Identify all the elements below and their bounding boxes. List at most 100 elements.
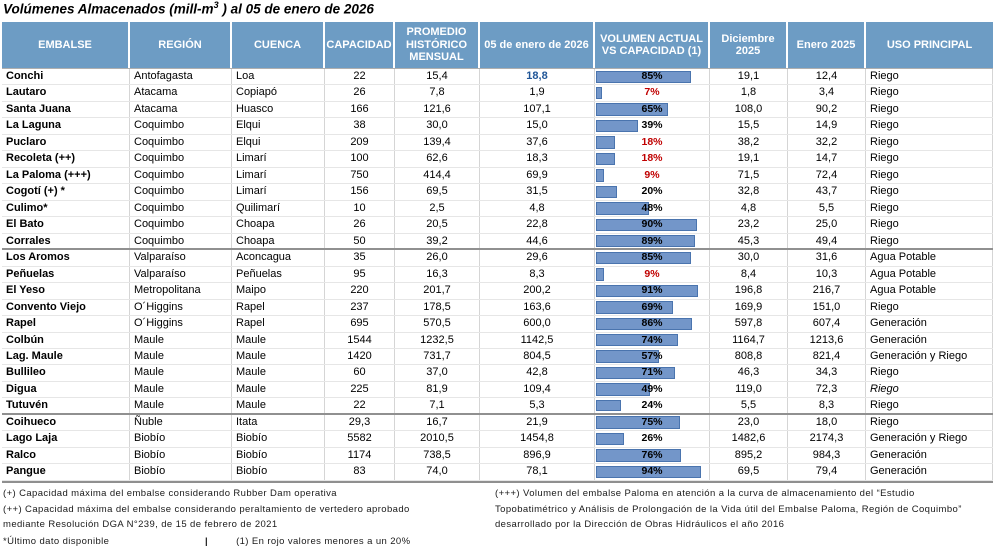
volume-vs-capacity-bar: 24% [595, 398, 710, 413]
cell-embalse: Convento Viejo [2, 299, 130, 316]
cell-dic: 71,5 [710, 167, 788, 184]
bar-fill [596, 202, 649, 215]
cell-embalse: La Paloma (+++) [2, 167, 130, 184]
bar-fill [596, 317, 693, 330]
cell-promedio: 121,6 [395, 101, 480, 118]
bar-fill [596, 152, 615, 166]
bar-fill [596, 465, 702, 479]
cell-ene: 31,6 [788, 250, 866, 266]
cell-ene: 18,0 [788, 414, 866, 431]
title-prefix: Volúmenes Almacenados (mill-m [3, 1, 214, 17]
cell-actual: 31,5 [480, 184, 595, 200]
cell-uso: Agua Potable [866, 266, 993, 283]
bar-fill [596, 284, 698, 298]
cell-capacidad: 750 [325, 167, 395, 184]
cell-promedio: 74,0 [395, 464, 480, 480]
cell-capacidad: 22 [325, 398, 395, 413]
header-cell-dic: Diciembre 2025 [710, 22, 788, 68]
bar-percent-label: 86% [641, 317, 663, 330]
cell-capacidad: 225 [325, 381, 395, 398]
volume-vs-capacity-bar: 94% [595, 464, 710, 480]
cell-embalse: Lago Laja [2, 431, 130, 447]
header-cell-ene: Enero 2025 [788, 22, 866, 68]
volume-vs-capacity-bar: 86% [595, 316, 710, 332]
volume-vs-capacity-bar: 71% [595, 365, 710, 381]
bar-percent-label: 71% [641, 366, 663, 379]
cell-dic: 5,5 [710, 398, 788, 413]
table-row: Peñuelas Valparaíso Peñuelas 95 16,3 8,3 9% 8,4… [2, 266, 993, 284]
cell-dic: 45,3 [710, 233, 788, 249]
cell-capacidad: 237 [325, 299, 395, 316]
cell-promedio: 20,5 [395, 217, 480, 233]
cell-ene: 8,3 [788, 398, 866, 413]
cell-cuenca: Choapa [232, 217, 325, 233]
cell-region: Maule [130, 381, 232, 398]
cell-cuenca: Biobío [232, 447, 325, 464]
cell-uso: Generación y Riego [866, 431, 993, 447]
volume-vs-capacity-bar: 48% [595, 200, 710, 217]
cell-uso: Riego [866, 217, 993, 233]
cell-ene: 10,3 [788, 266, 866, 283]
cell-capacidad: 83 [325, 464, 395, 480]
volume-vs-capacity-bar: 39% [595, 118, 710, 134]
cell-actual: 8,3 [480, 266, 595, 283]
volume-vs-capacity-bar: 90% [595, 217, 710, 233]
cell-ene: 607,4 [788, 316, 866, 332]
volume-vs-capacity-bar: 65% [595, 101, 710, 118]
bar-percent-label: 91% [641, 284, 663, 297]
bar-percent-label: 89% [641, 234, 663, 247]
cell-dic: 23,2 [710, 217, 788, 233]
cell-cuenca: Peñuelas [232, 266, 325, 283]
table-row: Coihueco Ñuble Itata 29,3 16,7 21,9 75% 23,0 18,… [2, 414, 993, 432]
header-cell-actual: 05 de enero de 2026 [480, 22, 595, 68]
volume-vs-capacity-bar: 85% [595, 69, 710, 85]
cell-capacidad: 10 [325, 200, 395, 217]
bar-percent-label: 20% [641, 185, 663, 198]
table-row: La Laguna Coquimbo Elqui 38 30,0 15,0 39% 15,5 1… [2, 118, 993, 135]
cell-capacidad: 1174 [325, 447, 395, 464]
cell-uso: Riego [866, 398, 993, 413]
bar-percent-label: 69% [641, 300, 663, 313]
volume-vs-capacity-bar: 18% [595, 134, 710, 151]
bar-percent-label: 75% [641, 415, 663, 428]
footnote-line: (++) Capacidad máxima del embalse consid… [3, 503, 410, 515]
cell-region: Maule [130, 398, 232, 413]
cell-capacidad: 100 [325, 151, 395, 167]
header-cell-cuenca: CUENCA [232, 22, 325, 68]
cell-region: Metropolitana [130, 283, 232, 299]
cell-capacidad: 695 [325, 316, 395, 332]
cell-uso: Riego [866, 233, 993, 249]
cell-embalse: Lag. Maule [2, 348, 130, 365]
header-cell-embalse: EMBALSE [2, 22, 130, 68]
cell-actual: 1454,8 [480, 431, 595, 447]
cell-promedio: 30,0 [395, 118, 480, 134]
title-suffix: ) al 05 de enero de 2026 [218, 1, 374, 17]
cell-capacidad: 166 [325, 101, 395, 118]
bar-percent-label: 9% [644, 168, 660, 181]
cell-region: Maule [130, 365, 232, 381]
cell-uso: Riego [866, 200, 993, 217]
cell-actual: 107,1 [480, 101, 595, 118]
cell-uso: Generación [866, 464, 993, 480]
bar-fill [596, 268, 605, 281]
cell-dic: 15,5 [710, 118, 788, 134]
cell-embalse: Digua [2, 381, 130, 398]
bar-fill [596, 136, 615, 149]
cell-promedio: 1232,5 [395, 332, 480, 348]
cell-actual: 18,3 [480, 151, 595, 167]
bar-fill [596, 366, 675, 380]
cell-embalse: Santa Juana [2, 101, 130, 118]
cell-region: Antofagasta [130, 69, 232, 85]
cell-embalse: Tutuvén [2, 398, 130, 413]
cell-region: Maule [130, 348, 232, 365]
cell-embalse: Corrales [2, 233, 130, 249]
cell-promedio: 178,5 [395, 299, 480, 316]
cell-dic: 30,0 [710, 250, 788, 266]
footnotes-left: (+) Capacidad máxima del embalse conside… [3, 486, 495, 533]
cell-capacidad: 26 [325, 217, 395, 233]
cell-actual: 600,0 [480, 316, 595, 332]
bar-fill [596, 416, 680, 429]
cell-uso: Agua Potable [866, 283, 993, 299]
cell-ene: 1213,6 [788, 332, 866, 348]
